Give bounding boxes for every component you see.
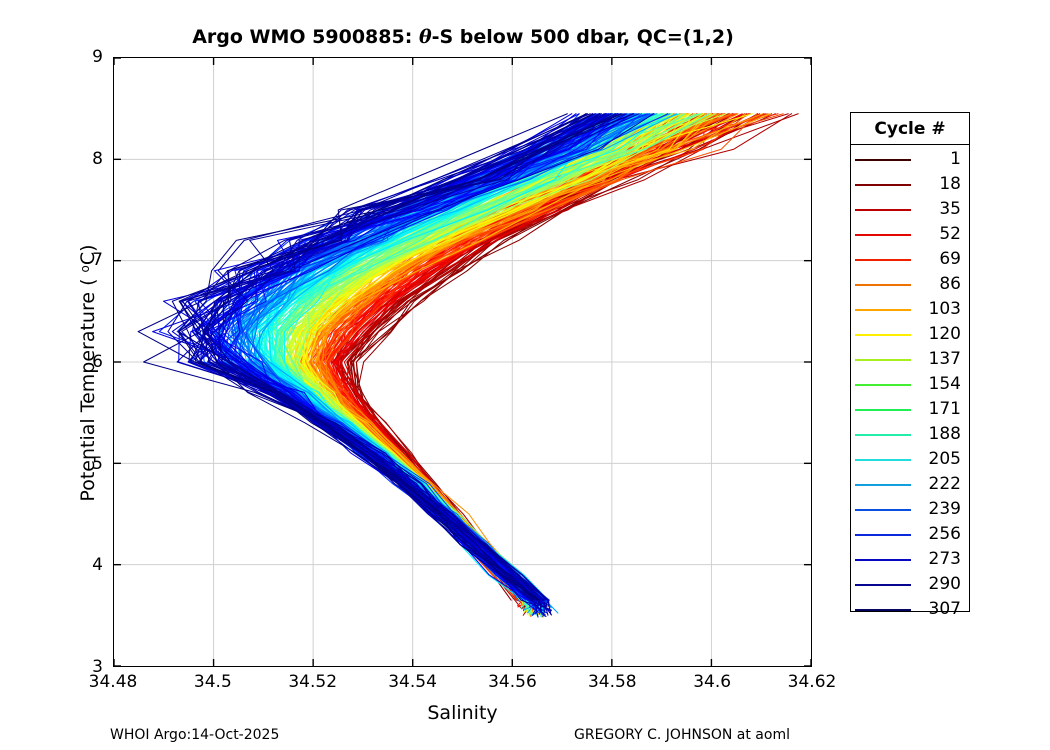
x-tick-label: 34.58 — [587, 672, 637, 692]
degree-icon: o — [78, 265, 92, 273]
legend-line-swatch — [855, 258, 911, 261]
profile-line — [177, 113, 623, 601]
legend-label: 35 — [939, 199, 961, 219]
legend-label: 205 — [928, 449, 961, 469]
legend-line-swatch — [855, 308, 911, 311]
legend-row[interactable]: 1 — [851, 147, 969, 172]
legend-label: 154 — [928, 374, 961, 394]
legend-line-swatch — [855, 408, 911, 411]
legend-label: 188 — [928, 424, 961, 444]
legend-line-swatch — [855, 608, 911, 611]
y-tick-label: 8 — [92, 148, 103, 169]
legend-label: 86 — [939, 274, 961, 294]
y-axis-label: Potential Temperature ( oC) — [77, 163, 99, 583]
legend-label: 103 — [928, 299, 961, 319]
footer-source: WHOI Argo:14-Oct-2025 — [110, 727, 280, 743]
legend-line-swatch — [855, 583, 911, 586]
legend-box: Cycle # 1 18 35 52 69 86 103 120 137 154 171 188 205… — [850, 112, 970, 618]
legend-label: 69 — [939, 249, 961, 269]
legend-line-swatch — [855, 533, 911, 536]
profile-line — [202, 113, 588, 601]
legend-line-swatch — [855, 333, 911, 336]
legend-line-swatch — [855, 458, 911, 461]
legend-title: Cycle # — [851, 113, 969, 145]
legend-label: 18 — [939, 174, 961, 194]
legend-line-swatch — [855, 483, 911, 486]
legend-row[interactable]: 239 — [851, 497, 969, 522]
legend-line-swatch — [855, 558, 911, 561]
x-tick-label: 34.54 — [388, 672, 437, 692]
legend-row[interactable]: 52 — [851, 222, 969, 247]
legend-row[interactable]: 137 — [851, 347, 969, 372]
legend-row[interactable]: 171 — [851, 397, 969, 422]
legend-label: 120 — [928, 324, 961, 344]
profile-curves — [137, 113, 799, 618]
legend-row[interactable]: 222 — [851, 472, 969, 497]
legend-row[interactable]: 120 — [851, 322, 969, 347]
x-tick-label: 34.62 — [787, 672, 837, 692]
x-tick-label: 34.52 — [288, 672, 338, 692]
legend-label: 52 — [939, 224, 961, 244]
y-tick-label: 6 — [92, 352, 103, 372]
legend-row[interactable]: 18 — [851, 172, 969, 197]
legend-line-swatch — [855, 508, 911, 511]
legend-line-swatch — [855, 283, 911, 286]
legend-row[interactable]: 290 — [851, 572, 969, 597]
profile-line — [171, 113, 616, 617]
y-axis-label-suffix: C) — [77, 244, 99, 266]
legend-label: 307 — [928, 599, 961, 619]
legend-row[interactable]: 273 — [851, 547, 969, 572]
legend-row[interactable]: 256 — [851, 522, 969, 547]
y-tick-label: 4 — [92, 555, 103, 576]
legend-label: 256 — [928, 524, 961, 544]
x-tick-label: 34.6 — [693, 672, 732, 692]
title-suffix: -S below 500 dbar, QC=(1,2) — [431, 26, 734, 48]
legend-row[interactable]: 86 — [851, 272, 969, 297]
legend-row[interactable]: 35 — [851, 197, 969, 222]
y-tick-label: 3 — [92, 657, 103, 677]
x-axis-label: Salinity — [427, 702, 498, 724]
profile-line — [346, 113, 764, 610]
legend-line-swatch — [855, 158, 911, 161]
legend-label: 239 — [928, 499, 961, 519]
y-tick-label: 5 — [92, 453, 103, 474]
legend-label: 171 — [928, 399, 961, 419]
legend-line-swatch — [855, 233, 911, 236]
legend-line-swatch — [855, 383, 911, 386]
legend-line-swatch — [855, 208, 911, 211]
x-tick-label: 34.56 — [488, 672, 537, 692]
legend-items: 1 18 35 52 69 86 103 120 137 154 171 188 205 222 239 25… — [851, 145, 969, 622]
legend-line-swatch — [855, 183, 911, 186]
y-tick-label: 7 — [92, 250, 103, 271]
profile-line — [137, 113, 568, 606]
legend-row[interactable]: 188 — [851, 422, 969, 447]
legend-line-swatch — [855, 433, 911, 436]
plot-area — [113, 57, 812, 667]
legend-row[interactable]: 103 — [851, 297, 969, 322]
title-prefix: Argo WMO 5900885: — [192, 26, 419, 48]
footer-author: GREGORY C. JOHNSON at aoml — [574, 727, 790, 743]
legend-row[interactable]: 154 — [851, 372, 969, 397]
title-theta-symbol: θ — [418, 26, 432, 48]
legend-label: 1 — [950, 149, 961, 169]
chart-title: Argo WMO 5900885: θ-S below 500 dbar, QC… — [113, 26, 813, 48]
legend-label: 273 — [928, 549, 961, 569]
legend-row[interactable]: 205 — [851, 447, 969, 472]
y-axis-label-prefix: Potential Temperature ( — [77, 272, 99, 502]
legend-label: 137 — [928, 349, 961, 369]
legend-line-swatch — [855, 358, 911, 361]
legend-row[interactable]: 69 — [851, 247, 969, 272]
gridlines — [114, 58, 811, 666]
x-tick-label: 34.48 — [88, 672, 138, 692]
legend-row[interactable]: 307 — [851, 597, 969, 622]
legend-label: 290 — [928, 574, 961, 594]
y-tick-label: 9 — [92, 47, 103, 67]
legend-label: 222 — [928, 474, 961, 494]
x-tick-label: 34.5 — [193, 672, 232, 692]
